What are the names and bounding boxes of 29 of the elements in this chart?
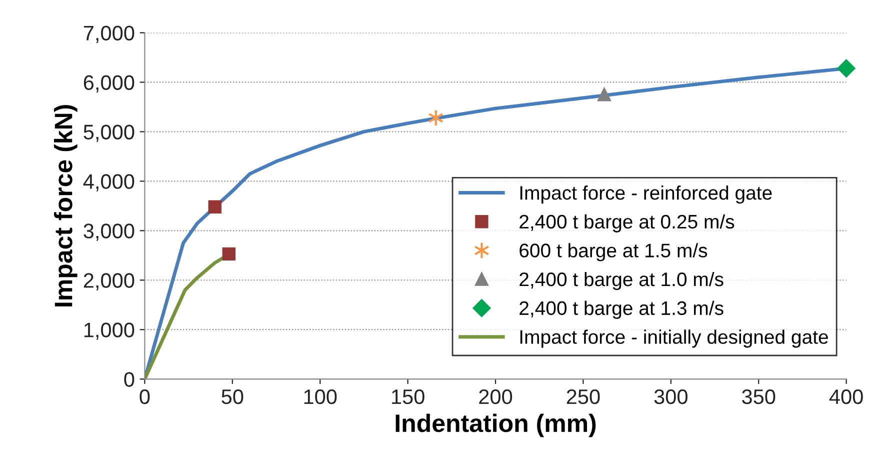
point: [208, 200, 222, 214]
legend-label: 600 t barge at 1.5 m/s: [520, 243, 708, 262]
legend-label: 2,400 t barge at 0.25 m/s: [520, 214, 734, 232]
y-tick-label: 1,000: [84, 322, 134, 340]
point: [837, 59, 856, 78]
y-axis-title: Impact force (kN): [54, 105, 78, 306]
point: [222, 247, 236, 261]
legend-label: Impact force - reinforced gate: [520, 186, 772, 204]
y-tick-label: 0: [124, 372, 134, 387]
x-tick-label: 250: [566, 389, 600, 404]
y-tick-label: 5,000: [84, 124, 134, 142]
x-tick-label: 350: [742, 389, 776, 404]
x-tick-label: 400: [829, 389, 863, 404]
x-tick-label: 50: [222, 389, 244, 404]
y-tick-label: 4,000: [83, 174, 134, 192]
x-tick-label: 150: [392, 389, 424, 404]
point: [598, 88, 611, 102]
legend-label: 2,400 t barge at 1.0 m/s: [520, 272, 724, 290]
y-tick-label: 6,000: [84, 75, 134, 92]
legend-label: Impact force - initially designed gate: [520, 330, 828, 348]
y-tick-label: 2,000: [84, 273, 134, 290]
y-tick-label: 3,000: [84, 224, 134, 241]
x-tick-label: 200: [479, 389, 512, 404]
legend-label: 2,400 t barge at 1.3 m/s: [520, 300, 724, 319]
x-axis-title: Indentation (mm): [396, 414, 596, 438]
x-tick-label: 0: [140, 389, 150, 404]
y-tick-label: 7,000: [84, 26, 134, 43]
x-tick-label: 300: [654, 389, 688, 404]
x-tick-label: 100: [304, 389, 337, 404]
